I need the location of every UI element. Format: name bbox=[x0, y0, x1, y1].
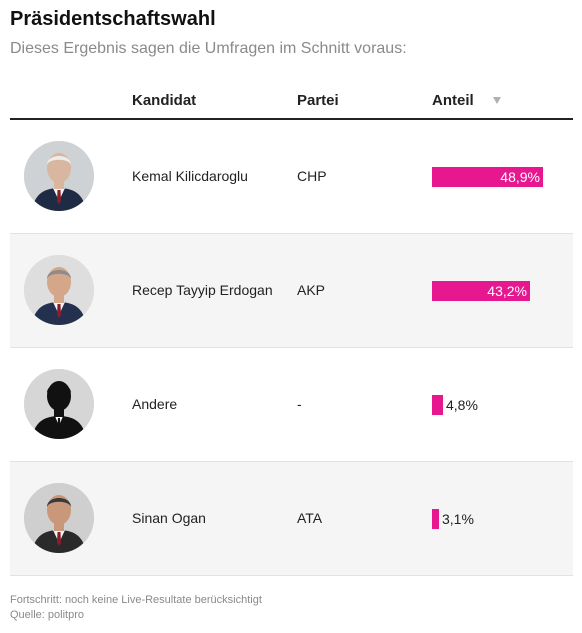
candidate-photo bbox=[24, 255, 94, 325]
share-label: 48,9% bbox=[500, 169, 540, 185]
candidate-party: ATA bbox=[297, 510, 323, 526]
candidate-photo bbox=[24, 369, 94, 439]
candidate-party: - bbox=[297, 396, 302, 412]
sort-down-icon[interactable] bbox=[493, 97, 501, 104]
share-bar bbox=[432, 167, 543, 187]
header-candidate[interactable]: Kandidat bbox=[132, 92, 197, 109]
chart-title: Präsidentschaftswahl bbox=[10, 8, 216, 30]
header-party[interactable]: Partei bbox=[297, 92, 339, 109]
footer: Fortschritt: noch keine Live-Resultate b… bbox=[10, 593, 262, 623]
share-bar bbox=[432, 509, 439, 529]
share-bar-cell: 48,9% bbox=[432, 167, 573, 187]
table-header: Kandidat Partei Anteil bbox=[10, 84, 573, 120]
candidate-name: Sinan Ogan bbox=[132, 510, 206, 526]
candidate-party: CHP bbox=[297, 168, 327, 184]
candidate-name: Recep Tayyip Erdogan bbox=[132, 282, 273, 298]
share-bar-cell: 3,1% bbox=[432, 509, 573, 529]
candidate-party: AKP bbox=[297, 282, 326, 298]
table-row: Kemal Kilicdaroglu CHP 48,9% bbox=[10, 120, 573, 234]
share-bar-cell: 4,8% bbox=[432, 395, 573, 415]
share-bar bbox=[432, 281, 530, 301]
table-row: Sinan Ogan ATA 3,1% bbox=[10, 462, 573, 576]
candidate-name: Kemal Kilicdaroglu bbox=[132, 168, 248, 184]
share-bar bbox=[432, 395, 443, 415]
share-bar-cell: 43,2% bbox=[432, 281, 573, 301]
footer-source: Quelle: politpro bbox=[10, 609, 84, 621]
share-label: 43,2% bbox=[487, 283, 527, 299]
header-share[interactable]: Anteil bbox=[432, 92, 474, 109]
share-label: 4,8% bbox=[446, 397, 478, 413]
table-row: Recep Tayyip Erdogan AKP 43,2% bbox=[10, 234, 573, 348]
candidate-photo bbox=[24, 141, 94, 211]
candidate-photo bbox=[24, 483, 94, 553]
share-label: 3,1% bbox=[442, 511, 474, 527]
chart-subtitle: Dieses Ergebnis sagen die Umfragen im Sc… bbox=[10, 40, 407, 57]
footer-progress: Fortschritt: noch keine Live-Resultate b… bbox=[10, 594, 262, 606]
candidate-name: Andere bbox=[132, 396, 178, 412]
table-row: Andere - 4,8% bbox=[10, 348, 573, 462]
